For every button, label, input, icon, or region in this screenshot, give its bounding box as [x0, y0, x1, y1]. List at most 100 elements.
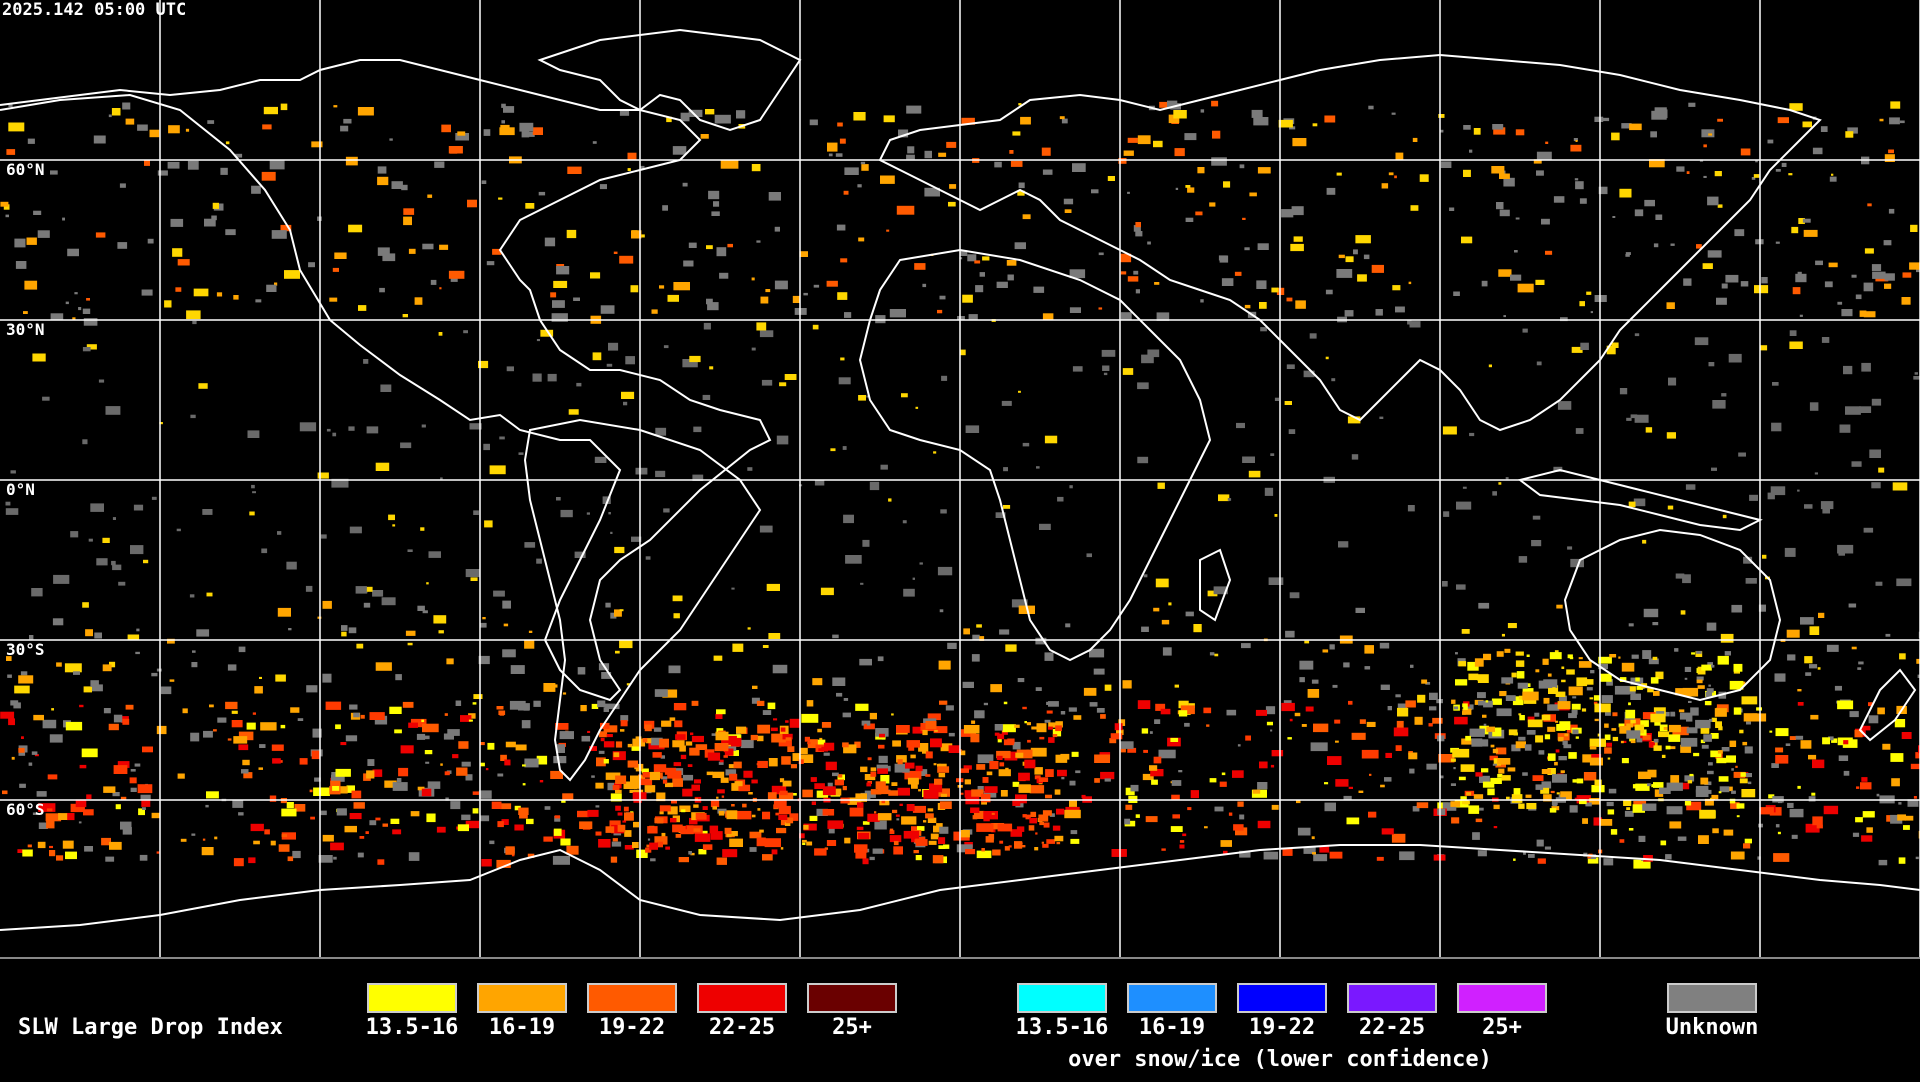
index-pixel	[1357, 274, 1367, 282]
index-pixel	[693, 426, 702, 433]
index-pixel	[251, 185, 261, 194]
index-pixel	[611, 841, 622, 847]
index-pixel	[444, 713, 448, 716]
index-pixel	[1609, 654, 1617, 658]
index-pixel	[402, 701, 414, 708]
index-pixel	[1011, 599, 1028, 608]
index-pixel	[1412, 806, 1420, 812]
index-pixel	[425, 761, 430, 764]
index-pixel	[937, 766, 950, 773]
index-pixel	[1789, 341, 1803, 349]
index-pixel	[615, 789, 622, 794]
index-pixel	[759, 330, 774, 338]
index-pixel	[297, 718, 304, 721]
index-pixel	[1676, 166, 1685, 172]
index-pixel	[843, 698, 849, 701]
index-pixel	[996, 281, 1008, 288]
index-pixel	[736, 726, 747, 734]
index-pixel	[939, 700, 948, 705]
index-pixel	[536, 558, 542, 564]
index-pixel	[1901, 297, 1911, 305]
index-pixel	[202, 509, 213, 515]
index-pixel	[1282, 848, 1293, 856]
index-pixel	[103, 708, 111, 714]
index-pixel	[1720, 633, 1734, 643]
index-pixel	[233, 736, 248, 744]
index-pixel	[553, 280, 568, 288]
label-snow-4: 22-25	[1358, 1015, 1426, 1040]
index-pixel	[1041, 841, 1044, 844]
index-pixel	[1604, 747, 1612, 754]
index-pixel	[640, 165, 645, 169]
index-pixel	[1838, 755, 1849, 761]
swatch-unknown	[1667, 983, 1757, 1013]
index-pixel	[854, 844, 868, 853]
index-pixel	[1858, 661, 1864, 665]
index-pixel	[749, 831, 762, 839]
index-pixel	[938, 660, 951, 670]
index-pixel	[627, 168, 631, 171]
index-pixel	[1757, 856, 1761, 860]
index-pixel	[1570, 558, 1584, 568]
index-pixel	[225, 229, 236, 236]
index-pixel	[883, 115, 895, 123]
index-pixel	[497, 821, 504, 828]
index-pixel	[1026, 722, 1031, 726]
index-pixel	[450, 801, 461, 810]
index-pixel	[306, 685, 318, 693]
index-pixel	[844, 167, 859, 175]
index-pixel	[314, 777, 321, 782]
index-pixel	[1909, 262, 1920, 270]
index-pixel	[20, 671, 28, 676]
index-pixel	[29, 635, 34, 640]
index-pixel	[1464, 800, 1470, 805]
index-pixel	[1785, 743, 1791, 746]
index-pixel	[426, 582, 429, 585]
index-pixel	[1680, 737, 1698, 747]
index-pixel	[1849, 711, 1859, 718]
index-pixel	[360, 714, 365, 719]
index-pixel	[448, 270, 465, 279]
index-pixel	[1536, 839, 1544, 847]
index-pixel	[719, 759, 724, 763]
index-pixel	[1686, 715, 1693, 722]
index-pixel	[1257, 167, 1271, 174]
index-pixel	[1704, 789, 1712, 794]
index-pixel	[1450, 783, 1456, 786]
index-pixel	[1769, 807, 1782, 816]
index-pixel	[880, 464, 888, 470]
index-pixel	[771, 733, 786, 743]
index-pixel	[151, 496, 157, 500]
index-pixel	[1568, 686, 1583, 696]
index-pixel	[1659, 787, 1671, 794]
index-pixel	[1155, 578, 1169, 588]
index-pixel	[1810, 714, 1819, 720]
index-pixel	[610, 793, 622, 802]
index-pixel	[580, 705, 587, 712]
index-pixel	[766, 583, 780, 591]
index-pixel	[934, 778, 943, 785]
index-pixel	[1739, 729, 1744, 734]
index-pixel	[1590, 670, 1595, 674]
index-pixel	[1561, 666, 1565, 669]
index-pixel	[1731, 768, 1734, 771]
index-pixel	[736, 110, 746, 119]
index-pixel	[708, 190, 720, 200]
index-pixel	[1299, 660, 1314, 670]
index-pixel	[287, 856, 294, 862]
index-pixel	[144, 160, 150, 166]
index-pixel	[1003, 467, 1008, 472]
index-pixel	[747, 627, 751, 630]
index-pixel	[922, 751, 926, 754]
index-pixel	[506, 366, 514, 372]
index-pixel	[115, 804, 121, 810]
index-pixel	[1894, 719, 1906, 728]
index-pixel	[779, 778, 785, 783]
index-pixel	[1346, 817, 1360, 825]
index-pixel	[1743, 556, 1753, 564]
index-pixel	[1559, 721, 1571, 730]
index-pixel	[1070, 830, 1078, 835]
index-pixel	[405, 630, 416, 636]
index-pixel	[689, 355, 701, 363]
index-pixel	[629, 789, 635, 793]
